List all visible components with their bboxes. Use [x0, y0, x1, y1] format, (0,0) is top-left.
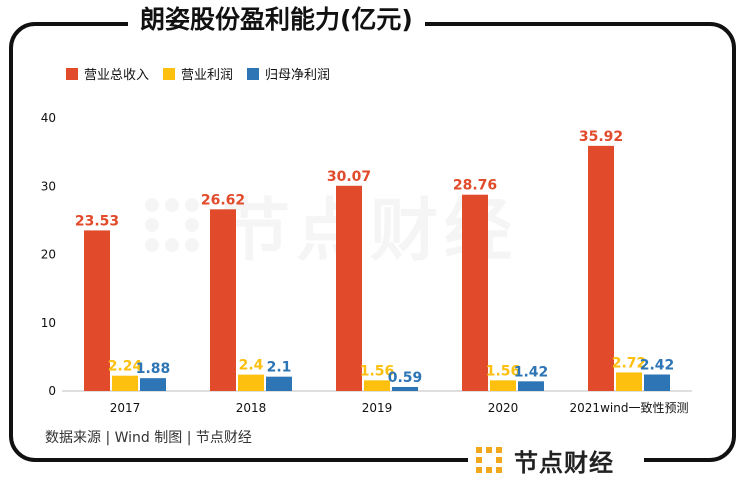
legend-label-net-profit: 归母净利润 [265, 68, 331, 83]
bar-data-label: 28.76 [453, 178, 497, 194]
bar-data-label: 1.88 [136, 361, 171, 377]
bar-data-label: 26.62 [201, 192, 245, 208]
bar-data-label: 1.42 [514, 364, 549, 380]
source-note: 数据来源 | Wind 制图 | 节点财经 [45, 430, 252, 446]
bar-data-label: 0.59 [388, 370, 423, 386]
bar [84, 230, 110, 391]
legend-swatch-operating-profit [163, 67, 176, 80]
y-tick-label: 40 [41, 111, 56, 125]
brand-logo: 节点财经 [468, 442, 644, 478]
legend-label-operating-profit: 营业利润 [181, 68, 234, 83]
bar [392, 386, 418, 391]
x-tick-label: 2020 [488, 401, 519, 415]
y-tick-label: 20 [41, 248, 56, 262]
chart-title: 朗姿股份盈利能力(亿元) [128, 0, 425, 40]
brand-logo-icon [476, 447, 502, 473]
bar [112, 375, 138, 391]
bar [210, 209, 236, 391]
bar [518, 381, 544, 391]
brand-logo-text: 节点财经 [514, 448, 614, 477]
x-tick-label: 2021wind一致性预测 [570, 401, 689, 415]
bar-data-label: 30.07 [327, 169, 371, 185]
bar-data-label: 35.92 [579, 129, 623, 145]
y-tick-label: 30 [41, 179, 56, 193]
legend-swatch-revenue [66, 67, 78, 80]
bar-data-label: 2.42 [640, 357, 675, 373]
bar [490, 380, 516, 391]
bar [336, 185, 362, 391]
bar [266, 376, 292, 391]
x-tick-label: 2017 [110, 401, 141, 415]
x-tick-label: 2018 [236, 401, 267, 415]
bar [588, 145, 614, 391]
bar [364, 380, 390, 391]
bar-data-label: 2.4 [239, 358, 264, 374]
legend-item-revenue: 营业总收入 [66, 64, 149, 83]
bar-data-label: 2.1 [267, 360, 292, 376]
y-tick-label: 0 [48, 384, 56, 398]
x-tick-label: 2019 [362, 401, 393, 415]
bar [616, 372, 642, 391]
y-tick-label: 10 [41, 316, 56, 330]
bar [644, 374, 670, 391]
legend-item-operating-profit: 营业利润 [163, 64, 233, 83]
legend-item-net-profit: 归母净利润 [247, 64, 330, 83]
bar [462, 194, 488, 391]
bar [238, 374, 264, 391]
bar-data-label: 1.56 [360, 363, 395, 379]
bar-data-label: 1.56 [486, 363, 521, 379]
bar-data-label: 2.24 [108, 359, 143, 375]
legend: 营业总收入 营业利润 归母净利润 [66, 64, 330, 83]
legend-label-revenue: 营业总收入 [84, 68, 150, 83]
bar-data-label: 2.72 [612, 355, 647, 371]
legend-swatch-net-profit [247, 67, 260, 80]
bar [140, 378, 166, 391]
bar-data-label: 23.53 [75, 213, 119, 229]
